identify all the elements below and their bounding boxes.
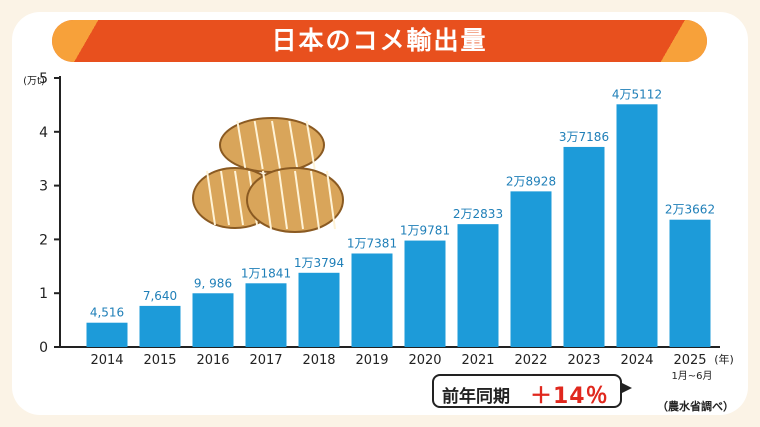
bar <box>563 146 605 347</box>
bar <box>510 191 552 347</box>
bar <box>245 283 287 347</box>
data-label: 7,640 <box>143 289 177 303</box>
x-tick-label: 2015 <box>143 353 176 368</box>
x-tick-label: 2016 <box>196 353 229 368</box>
y-tick-label: 2 <box>39 232 48 248</box>
x-tick-label: 2019 <box>355 353 388 368</box>
x-tick-label: 2022 <box>514 353 547 368</box>
y-tick-label: 4 <box>39 125 48 141</box>
data-label: 9, 986 <box>194 276 232 290</box>
data-label: 1万9781 <box>400 224 450 238</box>
x-tick-label: 2025 <box>673 353 706 368</box>
x-tick-label: 2020 <box>408 353 441 368</box>
bar <box>457 224 499 347</box>
bar <box>139 305 181 347</box>
data-label: 2万3662 <box>665 203 715 217</box>
data-label: 3万7186 <box>559 130 609 144</box>
bar <box>351 253 393 347</box>
y-tick-label: 5 <box>39 71 48 87</box>
data-label: 1万3794 <box>294 256 344 270</box>
x-tick-label: 2018 <box>302 353 335 368</box>
y-tick-label: 1 <box>39 286 48 302</box>
data-label: 2万8928 <box>506 174 556 188</box>
y-unit-label: (万t) <box>23 76 45 87</box>
bar <box>86 322 128 347</box>
title-banner: 日本のコメ輸出量 <box>52 20 707 62</box>
bar <box>404 240 446 347</box>
data-label: 1万7381 <box>347 236 397 250</box>
x-tick-label: 2024 <box>620 353 653 368</box>
bar <box>298 272 340 347</box>
bar <box>669 219 711 347</box>
bar <box>192 293 234 347</box>
x-tick-label: 2017 <box>249 353 282 368</box>
x-tick-label: 2014 <box>90 353 123 368</box>
rice-bales-icon <box>192 117 344 233</box>
x-tick-label: 2021 <box>461 353 494 368</box>
growth-callout: 前年同期 ＋14％ <box>432 374 632 409</box>
y-tick-label: 3 <box>39 179 48 195</box>
data-label: 4万5112 <box>612 87 662 101</box>
data-label: 1万1841 <box>241 266 291 280</box>
source-note: （農水省調べ） <box>657 400 734 413</box>
last-category-note: 1月~6月 <box>671 370 712 382</box>
x-unit-label: (年) <box>714 352 734 366</box>
bar <box>616 104 658 347</box>
x-tick-label: 2023 <box>567 353 600 368</box>
chart-title: 日本のコメ輸出量 <box>271 26 488 55</box>
y-tick-label: 0 <box>39 340 48 356</box>
data-label: 2万2833 <box>453 207 503 221</box>
callout-value: ＋14％ <box>530 384 609 409</box>
data-label: 4,516 <box>90 306 124 320</box>
callout-label: 前年同期 <box>442 387 510 407</box>
